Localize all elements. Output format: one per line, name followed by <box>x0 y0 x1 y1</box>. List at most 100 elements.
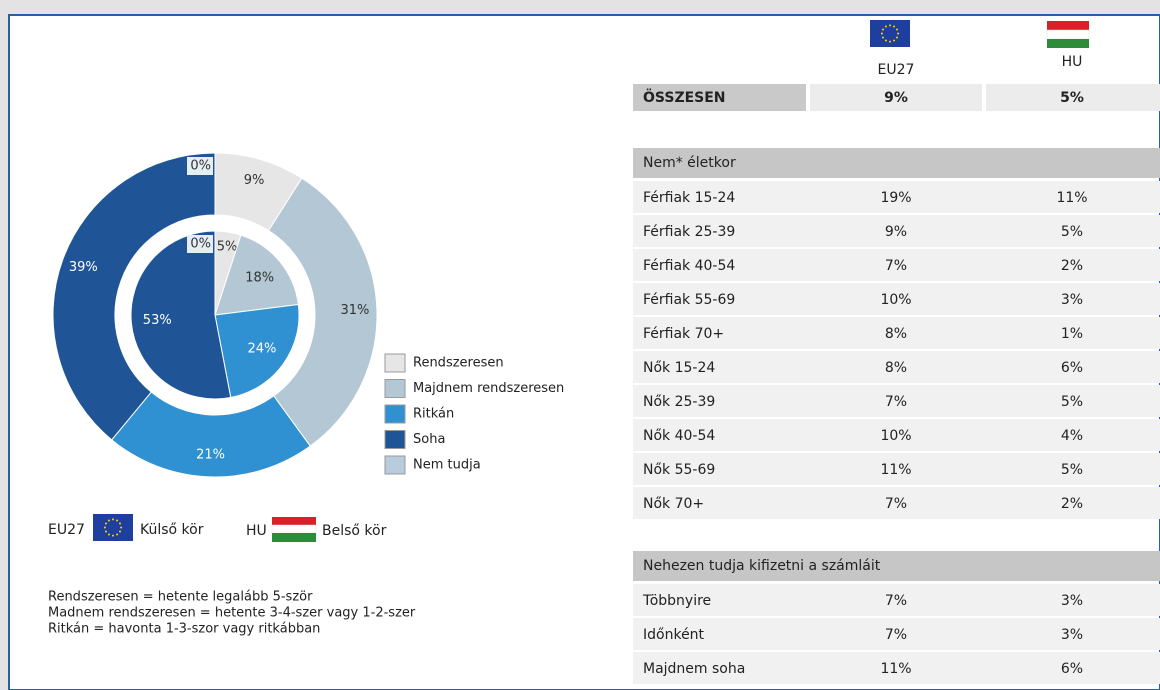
legend-label: Soha <box>413 432 445 447</box>
flag-star <box>884 25 887 28</box>
flag-star <box>103 526 106 529</box>
cell-value: 8% <box>885 326 907 342</box>
cell-value: 7% <box>885 394 907 410</box>
legend-swatch <box>384 455 406 475</box>
data-label: 39% <box>69 260 98 275</box>
row-label: Nők 15-24 <box>643 360 715 376</box>
pie-slice <box>267 177 378 447</box>
flag-star <box>884 39 887 42</box>
flag-star <box>104 522 107 525</box>
cell-value: 10% <box>880 428 911 444</box>
row-label: Férfiak 40-54 <box>643 258 735 274</box>
section-header <box>633 551 1160 581</box>
data-label: 18% <box>245 271 274 286</box>
total-label: ÖSSZESEN <box>643 88 726 106</box>
cell-value: 8% <box>885 360 907 376</box>
flag-star <box>119 530 122 533</box>
column-header: HU <box>1062 54 1083 70</box>
flag-star <box>107 533 110 536</box>
cell-value: 3% <box>1061 627 1083 643</box>
cell-value: 7% <box>885 496 907 512</box>
section-title: Nehezen tudja kifizetni a számláit <box>643 558 881 574</box>
row-label: Férfiak 15-24 <box>643 190 735 206</box>
flag-star <box>889 24 891 27</box>
series-name: HU <box>246 523 267 539</box>
series-name: EU27 <box>48 522 85 538</box>
data-label: 9% <box>244 173 265 188</box>
row-bg <box>633 453 1160 485</box>
cell-value: 5% <box>1061 224 1083 240</box>
flag-star <box>120 526 123 529</box>
cell-value: 2% <box>1061 258 1083 274</box>
data-label: 5% <box>217 240 238 255</box>
flag-star <box>112 534 114 537</box>
row-label: Nők 40-54 <box>643 428 715 444</box>
flag-star <box>104 530 107 533</box>
label-box <box>187 157 213 175</box>
row-label: Nők 25-39 <box>643 394 715 410</box>
cell-value: 1% <box>1061 326 1083 342</box>
total-cell <box>810 84 982 111</box>
data-label: 31% <box>340 303 369 318</box>
cell-value: 5% <box>1061 462 1083 478</box>
row-bg <box>633 487 1160 519</box>
legend-swatch <box>384 379 406 398</box>
flag-star <box>119 522 122 525</box>
total-value: 5% <box>1060 90 1084 106</box>
flag-star <box>889 40 891 43</box>
flag-star <box>893 39 896 42</box>
hu-flag <box>271 517 317 542</box>
data-label: 0% <box>190 159 211 174</box>
flag-star <box>112 518 114 521</box>
row-label: Nők 55-69 <box>643 462 715 478</box>
data-label: 0% <box>190 237 211 252</box>
column-header: EU27 <box>878 62 915 78</box>
flag-star <box>880 32 883 35</box>
flag-star <box>116 519 119 522</box>
label-box <box>187 235 213 253</box>
cell-value: 6% <box>1061 661 1083 677</box>
section-title: Nem* életkor <box>643 155 736 171</box>
row-label: Nők 70+ <box>643 496 704 512</box>
ring-label: Külső kör <box>140 522 204 538</box>
row-label: Majdnem soha <box>643 661 745 677</box>
flag-star <box>893 25 896 28</box>
cell-value: 6% <box>1061 360 1083 376</box>
total-label-cell <box>633 84 806 111</box>
cell-value: 10% <box>880 292 911 308</box>
flag-star <box>881 36 884 39</box>
row-bg <box>633 283 1160 315</box>
legend-swatch <box>384 353 406 373</box>
row-bg <box>633 215 1160 247</box>
cell-value: 5% <box>1061 394 1083 410</box>
flag-field <box>870 20 910 47</box>
flag-star <box>107 519 110 522</box>
hu-flag <box>1046 21 1090 48</box>
data-label: 24% <box>247 342 276 357</box>
pie-slice <box>130 230 232 400</box>
flag-star <box>896 36 899 39</box>
cell-value: 3% <box>1061 292 1083 308</box>
cell-value: 3% <box>1061 593 1083 609</box>
total-cell <box>986 84 1160 111</box>
cell-value: 11% <box>1056 190 1087 206</box>
row-bg <box>633 249 1160 281</box>
legend-label: Ritkán <box>413 407 454 422</box>
legend-swatch <box>384 430 406 449</box>
legend-label: Rendszeresen <box>413 356 504 371</box>
cell-value: 11% <box>880 661 911 677</box>
ring-band <box>115 215 315 415</box>
row-bg <box>633 181 1160 213</box>
flag-star <box>896 28 899 31</box>
cell-value: 9% <box>885 224 907 240</box>
flag-field <box>93 514 133 541</box>
note: Madnem rendszeresen = hetente 3-4-szer v… <box>48 606 416 621</box>
eu-flag <box>93 514 133 541</box>
pie-slice <box>214 303 300 399</box>
cell-value: 7% <box>885 258 907 274</box>
row-bg <box>633 317 1160 349</box>
row-bg <box>633 385 1160 417</box>
note: Ritkán = havonta 1-3-szor vagy ritkábban <box>48 622 320 637</box>
